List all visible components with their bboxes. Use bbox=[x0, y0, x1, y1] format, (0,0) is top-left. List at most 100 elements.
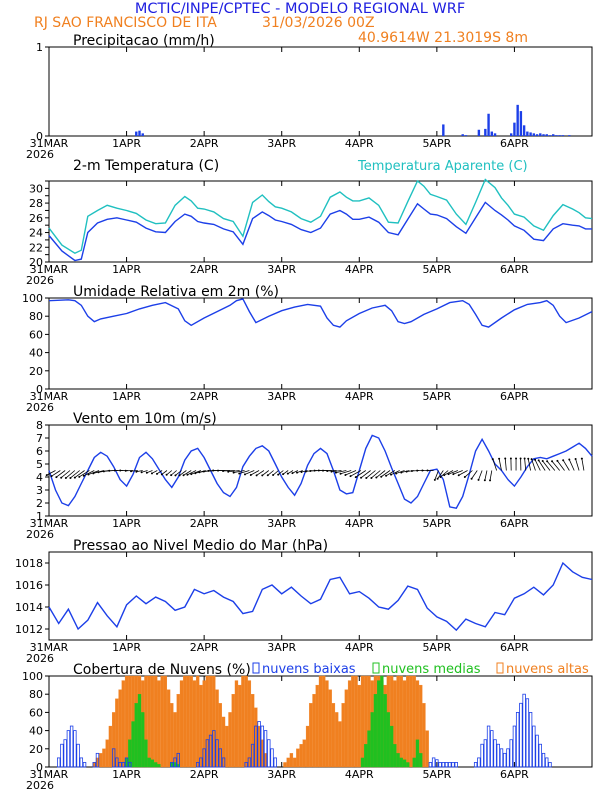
clouds-bar-nuvens-baixas bbox=[503, 752, 507, 768]
clouds-legend-label: nuvens medias bbox=[382, 662, 481, 677]
precip-bar bbox=[568, 135, 571, 136]
clouds-bar-nuvens-altas bbox=[186, 675, 190, 768]
wind-xtick-label: 2APR bbox=[190, 517, 219, 530]
wind-ytick-label: 6 bbox=[36, 445, 43, 458]
wind-arrow bbox=[183, 470, 192, 476]
clouds-bar-nuvens-medias bbox=[373, 694, 378, 768]
clouds-bar-nuvens-baixas bbox=[477, 757, 481, 768]
clouds-bar-nuvens-altas bbox=[315, 684, 319, 768]
wind-arrow bbox=[443, 470, 454, 476]
clouds-bar-nuvens-altas bbox=[154, 675, 158, 768]
clouds-bar-nuvens-baixas bbox=[60, 743, 64, 768]
clouds-bar-nuvens-baixas bbox=[212, 730, 216, 768]
clouds-bar-nuvens-baixas bbox=[535, 734, 539, 768]
wind-arrow bbox=[390, 470, 400, 476]
clouds-bar-nuvens-baixas bbox=[483, 739, 488, 768]
wind-arrow-head bbox=[60, 476, 63, 479]
rh-ytick-label: 60 bbox=[29, 328, 43, 341]
clouds-bar-nuvens-altas bbox=[105, 739, 109, 768]
clouds-xtick-label: 6APR bbox=[500, 768, 529, 781]
clouds-ytick-label: 0 bbox=[36, 761, 43, 774]
wind-arrow bbox=[568, 459, 575, 471]
precip-year-label: 2026 bbox=[26, 148, 54, 161]
wind-arrow bbox=[256, 470, 265, 476]
wind-arrow-head bbox=[349, 475, 352, 478]
wind-arrow-head bbox=[322, 469, 325, 472]
wind-arrow bbox=[46, 470, 56, 476]
clouds-bar-nuvens-baixas bbox=[111, 748, 116, 768]
clouds-bar-nuvens-altas bbox=[312, 694, 316, 768]
clouds-bar-nuvens-baixas bbox=[221, 757, 226, 768]
wind-arrow-head bbox=[421, 469, 424, 472]
precip-bar bbox=[535, 134, 539, 136]
precip-xtick-label: 3APR bbox=[267, 137, 296, 150]
wind-arrow bbox=[146, 470, 153, 474]
clouds-xtick-label: 5APR bbox=[422, 768, 451, 781]
wind-arrow bbox=[262, 470, 270, 476]
wind-arrow-head bbox=[92, 472, 95, 475]
clouds-bar-nuvens-altas bbox=[347, 680, 352, 768]
clouds-bar-nuvens-altas bbox=[331, 703, 336, 768]
wind-arrow-head bbox=[334, 471, 337, 474]
clouds-bar-nuvens-altas bbox=[238, 684, 242, 768]
clouds-bar-nuvens-baixas bbox=[257, 721, 261, 768]
wind-arrow bbox=[478, 470, 483, 480]
wind-arrow-head bbox=[178, 474, 181, 477]
wind-xtick-label: 31MAR bbox=[30, 517, 69, 530]
clouds-bar-nuvens-altas bbox=[179, 680, 184, 768]
wind-arrow bbox=[296, 470, 303, 473]
precip-frame bbox=[48, 46, 593, 137]
wind-arrow bbox=[524, 458, 527, 471]
wind-arrow-head bbox=[330, 470, 333, 473]
clouds-bar-nuvens-baixas bbox=[69, 725, 74, 768]
wind-arrow-head bbox=[113, 469, 116, 472]
clouds-bar-nuvens-medias bbox=[383, 694, 387, 768]
clouds-legend-swatch bbox=[252, 662, 260, 674]
pres-ytick-label: 1014 bbox=[15, 601, 43, 614]
wind-arrow bbox=[74, 470, 85, 478]
precip-bar bbox=[490, 131, 494, 136]
wind-arrow-head bbox=[119, 469, 122, 472]
wind-arrow bbox=[166, 470, 173, 476]
wind-arrow-head bbox=[390, 473, 393, 476]
wind-arrow-head bbox=[222, 470, 225, 473]
header-coords: 40.9614W 21.3019S 8m bbox=[358, 30, 528, 46]
wind-arrow bbox=[60, 470, 71, 479]
clouds-bar-nuvens-altas bbox=[231, 694, 235, 768]
rh-xtick-label: 1APR bbox=[112, 390, 141, 403]
clouds-bar-nuvens-altas bbox=[189, 675, 193, 768]
wind-arrow-head bbox=[483, 479, 486, 482]
precip-bar bbox=[487, 113, 490, 136]
clouds-bar-nuvens-altas bbox=[247, 680, 252, 768]
wind-arrow-head bbox=[277, 473, 280, 476]
clouds-bar-nuvens-baixas bbox=[270, 748, 274, 768]
temp-ytick-label: 24 bbox=[29, 227, 43, 240]
rh-xtick-label: 6APR bbox=[500, 390, 529, 403]
rh-ytick-label: 40 bbox=[29, 347, 43, 360]
wind-arrow-head bbox=[580, 457, 583, 460]
clouds-bar-nuvens-medias bbox=[396, 753, 400, 768]
clouds-bar-nuvens-altas bbox=[412, 675, 416, 768]
clouds-bar-nuvens-baixas bbox=[444, 762, 449, 768]
precip-bar bbox=[516, 104, 519, 136]
wind-arrow bbox=[527, 458, 531, 471]
clouds-bar-nuvens-altas bbox=[406, 675, 410, 768]
clouds-bar-nuvens-baixas bbox=[124, 757, 129, 768]
wind-arrow-head bbox=[73, 476, 76, 479]
precip-bar bbox=[532, 133, 536, 136]
rh-xtick-label: 5APR bbox=[422, 390, 451, 403]
wind-arrow-head bbox=[360, 476, 363, 479]
clouds-bar-nuvens-altas bbox=[147, 675, 151, 768]
clouds-bar-nuvens-altas bbox=[228, 712, 232, 768]
clouds-legend-label: nuvens altas bbox=[506, 662, 589, 677]
wind-arrow-head bbox=[405, 470, 408, 473]
wind-arrow-head bbox=[304, 470, 307, 473]
clouds-bar-nuvens-altas bbox=[196, 675, 200, 768]
clouds-ytick-label: 20 bbox=[29, 743, 43, 756]
clouds-bar-nuvens-baixas bbox=[435, 759, 439, 768]
clouds-bar-nuvens-baixas bbox=[509, 739, 513, 768]
wind-arrow bbox=[562, 460, 570, 471]
pres-title: Pressao ao Nivel Medio do Mar (hPa) bbox=[73, 538, 328, 554]
wind-arrow-head bbox=[309, 470, 312, 473]
clouds-bar-nuvens-baixas bbox=[499, 748, 504, 768]
